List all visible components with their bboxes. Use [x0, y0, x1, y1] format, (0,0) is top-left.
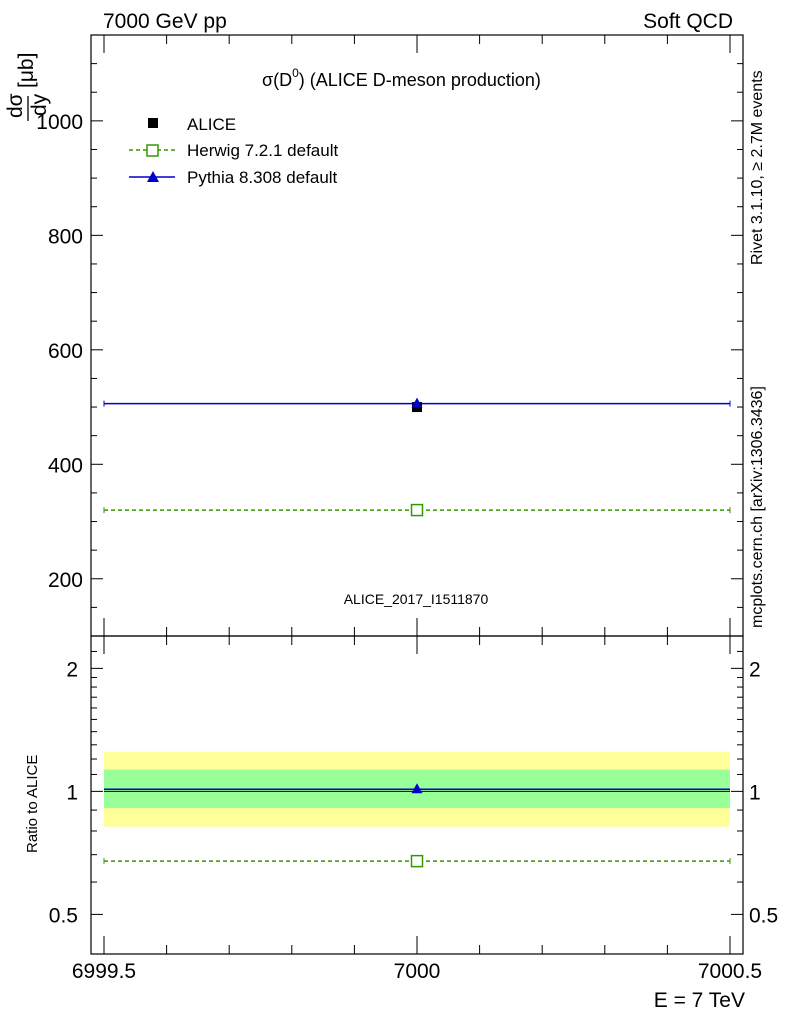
main-y-tick-label: 800 [48, 225, 83, 248]
main-y-axis-label: dσ dy [μb] [4, 53, 51, 121]
main-y-tick-label: 1000 [36, 111, 83, 134]
header-energy-label: 7000 GeV pp [103, 10, 227, 33]
main-plot-title: σ(D0) (ALICE D-meson production) [262, 66, 541, 90]
y-label-unit: [μb] [15, 53, 38, 88]
title-prefix: σ(D [262, 70, 292, 90]
header-process-label: Soft QCD [643, 10, 733, 33]
ratio-y-tick-label-right: 2 [749, 658, 761, 681]
title-superscript: 0 [292, 66, 299, 80]
y-label-numerator: dσ [4, 93, 27, 118]
main-y-tick-label: 400 [48, 454, 83, 477]
y-label-denominator: dy [28, 93, 51, 116]
analysis-watermark: ALICE_2017_I1511870 [344, 591, 489, 607]
side-rivet-label: Rivet 3.1.10, ≥ 2.7M events [749, 70, 766, 265]
title-suffix: ) (ALICE D-meson production) [299, 70, 541, 90]
legend-alice-label: ALICE [187, 115, 236, 134]
legend-herwig-marker [146, 144, 159, 157]
main-y-tick-label: 600 [48, 340, 83, 363]
ratio-y-axis-label: Ratio to ALICE [24, 755, 41, 853]
side-mcplots-label: mcplots.cern.ch [arXiv:1306.3436] [749, 386, 766, 628]
x-tick-label: 7000 [394, 960, 441, 983]
x-tick-label: 7000.5 [698, 960, 762, 983]
legend-alice-marker [148, 118, 158, 128]
ratio-y-tick-label-left: 1 [66, 781, 78, 804]
ratio-herwig-point [410, 854, 424, 868]
ratio-series [103, 783, 731, 868]
legend-pythia-marker [147, 171, 159, 182]
ratio-y-ticks: 0.5 0.5 1 1 2 2 [49, 635, 778, 955]
main-y-tick-label: 200 [48, 569, 83, 592]
legend: ALICE Herwig 7.2.1 default Pythia 8.308 … [129, 115, 338, 187]
ratio-pythia-point [411, 783, 423, 794]
ratio-y-tick-label-left: 2 [66, 658, 78, 681]
x-axis-label: E = 7 TeV [654, 989, 745, 1012]
herwig-point [410, 503, 424, 517]
legend-herwig-label: Herwig 7.2.1 default [187, 141, 338, 160]
legend-pythia-label: Pythia 8.308 default [187, 168, 338, 187]
ratio-y-tick-label-right: 1 [749, 781, 761, 804]
x-tick-label: 6999.5 [72, 960, 136, 983]
ratio-y-tick-label-left: 0.5 [49, 904, 78, 927]
x-ticks: 6999.5 7000 7000.5 [72, 35, 762, 983]
ratio-y-tick-label-right: 0.5 [749, 904, 778, 927]
main-series [103, 397, 731, 517]
pythia-point [411, 397, 423, 408]
main-y-ticks: 200 400 600 800 1000 [36, 34, 743, 637]
